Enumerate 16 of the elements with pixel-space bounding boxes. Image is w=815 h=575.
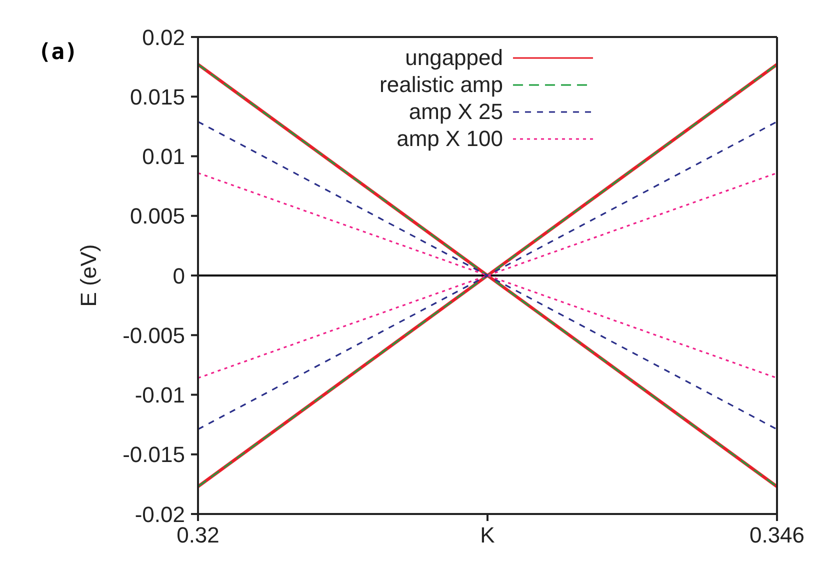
y-tick-label: 0 [172, 263, 185, 288]
y-tick-label: -0.01 [134, 382, 185, 408]
legend-label: ungapped [405, 44, 503, 70]
y-tick-label: -0.005 [122, 322, 185, 348]
legend-label: amp X 100 [396, 126, 503, 152]
y-tick-label: 0.005 [130, 204, 185, 229]
y-tick-label: 0.01 [142, 144, 185, 170]
x-tick-label: 0.346 [749, 522, 805, 548]
y-axis-title: E (eV) [76, 244, 101, 307]
text: (a) [38, 40, 78, 65]
y-tick-label: 0.02 [142, 24, 185, 50]
legend-label: realistic amp [380, 72, 503, 98]
x-tick-label: K [480, 522, 496, 548]
y-tick-label: -0.015 [122, 442, 185, 468]
legend-label: amp X 25 [408, 98, 503, 124]
y-tick-label: 0.015 [130, 84, 185, 110]
